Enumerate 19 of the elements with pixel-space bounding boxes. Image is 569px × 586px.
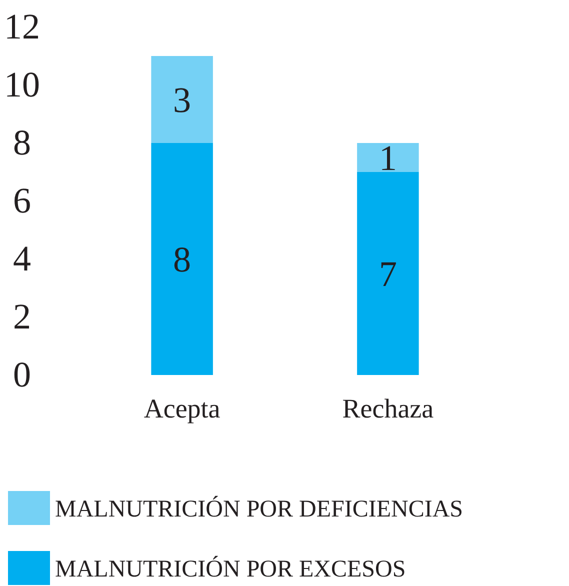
- y-tick-label: 6: [13, 180, 31, 221]
- bar: [151, 56, 213, 143]
- data-label: 7: [378, 254, 397, 294]
- legend-label: MALNUTRICIÓN POR DEFICIENCIAS: [55, 495, 464, 522]
- bar: [151, 143, 213, 375]
- data-label: 3: [173, 80, 192, 120]
- bar: [357, 172, 419, 375]
- y-tick-label: 0: [13, 354, 31, 395]
- x-tick-label: Acepta: [144, 393, 220, 424]
- y-tick-label: 2: [13, 296, 31, 337]
- data-label: 8: [173, 240, 192, 280]
- y-tick-label: 12: [4, 6, 40, 47]
- x-tick-label: Rechaza: [342, 393, 434, 424]
- y-tick-label: 10: [4, 64, 40, 105]
- data-label: 1: [378, 138, 397, 178]
- y-tick-label: 8: [13, 122, 31, 163]
- legend-label: MALNUTRICIÓN POR EXCESOS: [55, 555, 406, 582]
- y-tick-label: 4: [13, 238, 31, 279]
- bar: [357, 143, 419, 172]
